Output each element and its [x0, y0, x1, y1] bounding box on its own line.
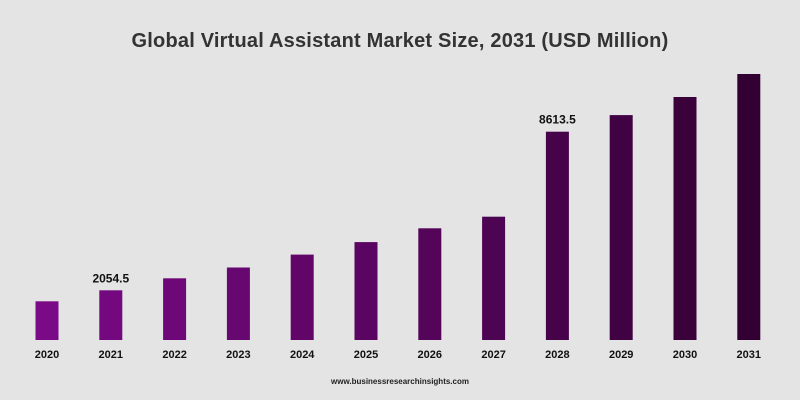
- x-tick-2021: 2021: [99, 349, 123, 361]
- x-tick-2026: 2026: [418, 349, 442, 361]
- x-tick-2027: 2027: [481, 349, 505, 361]
- bar-2031: [737, 74, 761, 340]
- bar-2025: [354, 242, 378, 340]
- bar-2026: [418, 228, 442, 340]
- bars-group: [35, 74, 761, 340]
- x-tick-2022: 2022: [162, 349, 186, 361]
- bar-2027: [482, 216, 506, 340]
- x-tick-2025: 2025: [354, 349, 378, 361]
- x-tick-2030: 2030: [673, 349, 697, 361]
- bar-2023: [226, 267, 250, 340]
- x-tick-2028: 2028: [545, 349, 569, 361]
- x-tick-2020: 2020: [35, 349, 59, 361]
- x-axis-ticks: 2020 2021 2022 2023 2024 2025 2026 2027 2028 2029…: [35, 349, 761, 361]
- bar-2029: [609, 115, 633, 340]
- source-footer: www.businessresearchinsights.com: [331, 377, 469, 386]
- x-tick-2023: 2023: [226, 349, 250, 361]
- data-labels-group: 2054.5 8613.5: [92, 113, 576, 286]
- data-label-2028: 8613.5: [539, 113, 576, 127]
- bar-2021: [99, 290, 123, 340]
- x-tick-2031: 2031: [737, 349, 761, 361]
- bar-2024: [290, 254, 314, 340]
- chart-title: Global Virtual Assistant Market Size, 20…: [131, 30, 669, 52]
- bar-2030: [673, 97, 697, 340]
- bar-2028: [545, 131, 569, 340]
- bar-2020: [35, 301, 59, 340]
- bar-2022: [163, 278, 187, 340]
- x-tick-2024: 2024: [290, 349, 315, 361]
- x-tick-2029: 2029: [609, 349, 633, 361]
- data-label-2021: 2054.5: [92, 271, 129, 285]
